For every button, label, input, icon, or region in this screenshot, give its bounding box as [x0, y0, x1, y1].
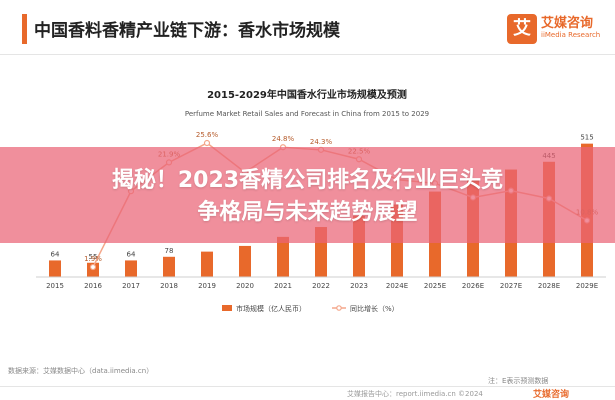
legend-swatch-market-size	[222, 305, 232, 311]
forecast-footnote: 注：E表示预测数据	[488, 377, 549, 385]
footer-report-link[interactable]: 艾媒报告中心：report.iimedia.cn ©2024	[347, 390, 483, 398]
x-tick-2016: 2016	[84, 282, 102, 290]
x-tick-2017: 2017	[122, 282, 140, 290]
legend-label-market-size: 市场规模（亿人民币）	[236, 304, 306, 313]
logo-english-name: iiMedia Research	[541, 31, 601, 39]
x-tick-2018: 2018	[160, 282, 178, 290]
chart-title: 2015-2029年中国香水行业市场规模及预测	[207, 88, 407, 101]
x-tick-2026E: 2026E	[462, 282, 484, 290]
bar-2021	[277, 236, 289, 277]
legend-marker-growth	[336, 305, 342, 311]
page-title: 中国香料香精产业链下游：香水市场规模	[34, 21, 340, 41]
footer-divider	[0, 386, 615, 387]
x-tick-2021: 2021	[274, 282, 292, 290]
legend-label-growth: 同比增长（%）	[350, 304, 399, 313]
x-tick-2022: 2022	[312, 282, 330, 290]
bar-label-2018: 78	[165, 247, 174, 255]
x-tick-2015: 2015	[46, 282, 64, 290]
bar-label-2016: 55	[89, 253, 98, 261]
bar-2017	[125, 260, 137, 277]
bar-2018	[163, 256, 175, 277]
x-tick-2023: 2023	[350, 282, 368, 290]
headline-line-2: 争格局与未来趋势展望	[197, 200, 418, 225]
growth-point-2016	[89, 263, 97, 271]
x-tick-2029E: 2029E	[576, 282, 598, 290]
bar-2020	[239, 245, 251, 277]
header-accent-bar	[22, 14, 27, 44]
x-tick-2024E: 2024E	[386, 282, 408, 290]
headline-overlay	[0, 147, 615, 243]
bar-2019	[201, 251, 213, 277]
logo-chinese-name: 艾媒咨询	[541, 16, 594, 31]
headline-text[interactable]: 揭秘！2023香精公司排名及行业巨头竞 争格局与未来趋势展望	[0, 165, 615, 229]
chart-subtitle: Perfume Market Retail Sales and Forecast…	[185, 110, 429, 118]
bar-label-2029E: 515	[580, 134, 593, 142]
brand-logo: 艾 艾媒咨询 iiMedia Research	[507, 10, 607, 50]
bar-label-2015: 64	[51, 250, 60, 258]
footer-logo: 艾媒咨询	[533, 390, 570, 400]
growth-point-2019	[203, 139, 211, 147]
data-source: 数据来源：艾媒数据中心（data.iimedia.cn）	[8, 367, 154, 375]
bar-label-2017: 64	[127, 250, 136, 258]
x-tick-2025E: 2025E	[424, 282, 446, 290]
headline-line-1: 揭秘！2023香精公司排名及行业巨头竞	[111, 168, 504, 193]
logo-mark-icon: 艾	[507, 14, 537, 44]
growth-label-2019: 25.6%	[196, 131, 219, 139]
bar-2015	[49, 260, 61, 277]
growth-label-2021: 24.8%	[272, 135, 295, 143]
header-divider	[0, 54, 615, 55]
x-tick-2020: 2020	[236, 282, 254, 290]
x-tick-2019: 2019	[198, 282, 216, 290]
growth-label-2016: 1.9%	[84, 255, 102, 263]
x-tick-2028E: 2028E	[538, 282, 560, 290]
growth-label-2022: 24.3%	[310, 138, 333, 146]
x-tick-2027E: 2027E	[500, 282, 522, 290]
